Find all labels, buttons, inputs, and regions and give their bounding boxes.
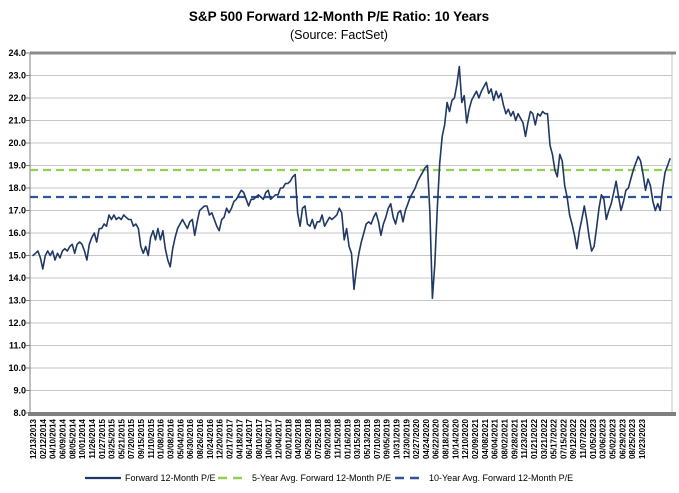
x-tick-label: 07/15/2022 <box>559 418 568 459</box>
x-tick-label: 02/27/2020 <box>412 418 421 459</box>
x-tick-label: 06/29/2023 <box>618 418 627 459</box>
x-tick-label: 04/18/2017 <box>235 418 244 459</box>
chart-title: S&P 500 Forward 12-Month P/E Ratio: 10 Y… <box>189 9 489 24</box>
x-tick-label: 08/05/2014 <box>68 418 77 459</box>
x-tick-label: 11/23/2021 <box>520 418 529 458</box>
x-tick-label: 02/09/2021 <box>471 418 480 459</box>
x-tick-label: 02/01/2018 <box>284 418 293 459</box>
x-tick-label: 04/02/2018 <box>294 418 303 459</box>
y-tick-label: 22.0 <box>8 93 26 103</box>
x-tick-label: 02/12/2014 <box>39 418 48 459</box>
x-tick-label: 11/15/2018 <box>334 418 343 458</box>
x-tick-label: 05/21/2015 <box>117 418 126 459</box>
x-tick-label: 11/10/2015 <box>147 418 156 458</box>
x-tick-label: 12/13/2013 <box>29 418 38 459</box>
x-tick-label: 01/05/2023 <box>589 418 598 459</box>
y-tick-label: 12.0 <box>8 318 26 328</box>
x-tick-label: 06/14/2017 <box>245 418 254 459</box>
chart-subtitle: (Source: FactSet) <box>290 28 388 42</box>
x-tick-label: 03/06/2023 <box>599 418 608 459</box>
y-tick-label: 18.0 <box>8 183 26 193</box>
x-tick-label: 09/20/2018 <box>324 418 333 459</box>
x-tick-label: 06/09/2014 <box>58 418 67 459</box>
y-tick-label: 11.0 <box>9 341 26 351</box>
x-tick-label: 04/08/2021 <box>481 418 490 459</box>
x-tick-label: 06/30/2016 <box>186 418 195 459</box>
x-tick-label: 02/17/2017 <box>225 418 234 459</box>
forward-pe-line <box>32 65 671 300</box>
x-tick-label: 03/25/2015 <box>108 418 117 459</box>
legend: Forward 12-Month P/E 5-Year Avg. Forward… <box>85 473 573 483</box>
x-tick-label: 01/08/2016 <box>157 418 166 459</box>
x-tick-label: 10/24/2016 <box>206 418 215 459</box>
plot-area: 24.0 23.0 22.0 21.0 20.0 19.0 18.0 17.0 16.0 15.0… <box>8 48 676 459</box>
x-tick-label: 03/21/2022 <box>540 418 549 459</box>
x-tick-label: 05/17/2022 <box>550 418 559 459</box>
x-tick-label: 01/27/2015 <box>98 418 107 459</box>
y-tick-label: 17.0 <box>8 206 26 216</box>
x-tick-label: 09/05/2019 <box>383 418 392 459</box>
y-tick-label: 21.0 <box>8 116 26 126</box>
x-tick-label: 11/26/2014 <box>88 418 97 458</box>
legend-label-5yr-avg: 5-Year Avg. Forward 12-Month P/E <box>252 473 391 483</box>
x-tick-label: 12/20/2016 <box>216 418 225 459</box>
x-tick-label: 08/02/2021 <box>500 418 509 459</box>
x-tick-label: 05/04/2016 <box>176 418 185 459</box>
y-tick-label: 19.0 <box>8 161 26 171</box>
x-tick-label: 10/01/2014 <box>78 418 87 459</box>
x-tick-label: 07/25/2018 <box>314 418 323 459</box>
y-tick-label: 23.0 <box>8 71 26 81</box>
x-tick-label: 11/07/2022 <box>579 418 588 458</box>
legend-label-forward-pe: Forward 12-Month P/E <box>125 473 216 483</box>
x-tick-label: 09/28/2021 <box>510 418 519 459</box>
x-tick-label: 10/23/2023 <box>638 418 647 459</box>
x-tick-label: 05/13/2019 <box>363 418 372 459</box>
y-tick-label: 16.0 <box>8 228 26 238</box>
x-tick-label: 05/02/2023 <box>609 418 618 459</box>
y-tick-label: 9.0 <box>13 386 26 396</box>
legend-label-10yr-avg: 10-Year Avg. Forward 12-Month P/E <box>429 473 573 483</box>
x-tick-label: 08/25/2023 <box>628 418 637 459</box>
y-tick-label: 24.0 <box>8 48 26 58</box>
x-tick-label: 03/08/2016 <box>167 418 176 459</box>
x-tick-label: 05/29/2018 <box>304 418 313 459</box>
x-tick-label: 07/20/2015 <box>127 418 136 459</box>
y-tick-label: 8.0 <box>13 408 26 418</box>
x-tick-label: 01/16/2019 <box>343 418 352 459</box>
x-tick-label: 04/10/2014 <box>49 418 58 459</box>
x-tick-label: 10/06/2017 <box>265 418 274 459</box>
x-tick-label: 10/14/2020 <box>451 418 460 459</box>
y-tick-label: 15.0 <box>8 251 26 261</box>
x-tick-label: 01/21/2022 <box>530 418 539 459</box>
x-tick-label: 04/24/2020 <box>422 418 431 459</box>
y-tick-label: 14.0 <box>8 273 26 283</box>
x-tick-label: 08/10/2017 <box>255 418 264 459</box>
x-tick-label: 12/30/2019 <box>402 418 411 459</box>
x-tick-label: 09/15/2015 <box>137 418 146 459</box>
x-tick-label: 08/26/2016 <box>196 418 205 459</box>
x-tick-label: 12/04/2017 <box>275 418 284 459</box>
y-tick-label: 20.0 <box>8 138 26 148</box>
x-tick-label: 10/31/2019 <box>392 418 401 459</box>
x-tick-label: 08/18/2020 <box>442 418 451 459</box>
y-tick-label: 10.0 <box>8 363 26 373</box>
x-tick-label: 12/10/2020 <box>461 418 470 459</box>
x-tick-label: 09/12/2022 <box>569 418 578 459</box>
x-tick-label: 06/04/2021 <box>491 418 500 459</box>
y-tick-label: 13.0 <box>8 296 26 306</box>
x-tick-label: 03/15/2019 <box>353 418 362 459</box>
x-tick-label: 07/10/2019 <box>373 418 382 459</box>
x-tick-label: 06/22/2020 <box>432 418 441 459</box>
